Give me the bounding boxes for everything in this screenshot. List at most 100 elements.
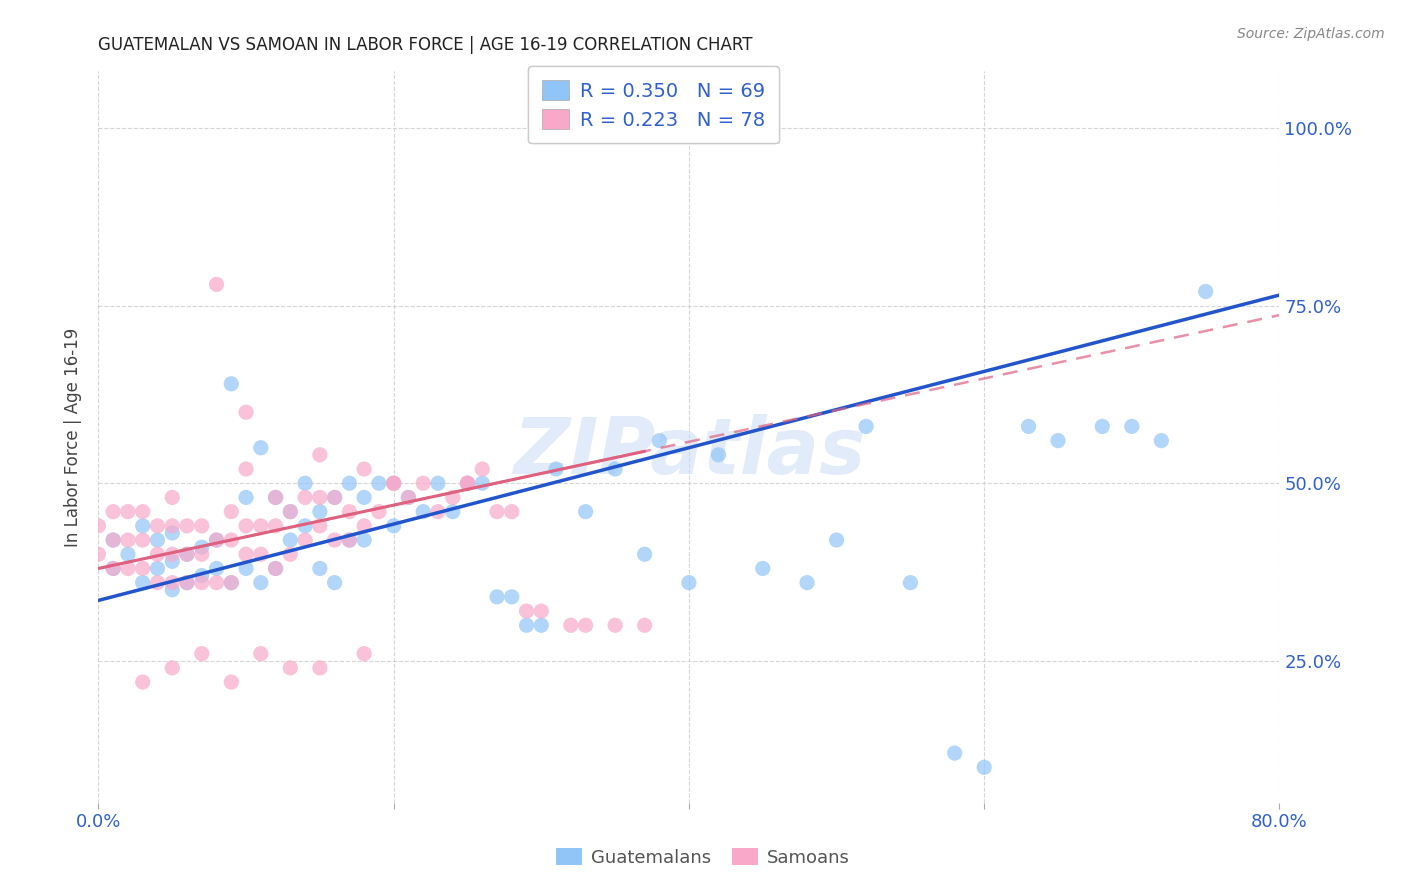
Point xyxy=(103,533,125,547)
Point xyxy=(162,519,183,533)
Point xyxy=(103,533,125,547)
Point xyxy=(191,647,214,661)
Point xyxy=(382,476,405,491)
Point xyxy=(176,547,198,561)
Point xyxy=(191,519,214,533)
Point xyxy=(235,462,257,476)
Point xyxy=(382,476,405,491)
Point xyxy=(353,647,375,661)
Point xyxy=(707,448,730,462)
Point xyxy=(264,561,287,575)
Point xyxy=(117,561,139,575)
Point xyxy=(191,568,214,582)
Point xyxy=(309,561,332,575)
Point xyxy=(162,547,183,561)
Point xyxy=(162,525,183,540)
Point xyxy=(574,618,596,632)
Point xyxy=(486,505,509,519)
Point xyxy=(176,519,198,533)
Point xyxy=(250,575,273,590)
Point xyxy=(219,376,242,391)
Point xyxy=(219,675,242,690)
Point xyxy=(87,519,110,533)
Point xyxy=(309,505,332,519)
Point xyxy=(205,575,228,590)
Point xyxy=(1046,434,1069,448)
Point xyxy=(412,476,434,491)
Point xyxy=(235,561,257,575)
Point xyxy=(117,533,139,547)
Point xyxy=(353,533,375,547)
Point xyxy=(501,590,523,604)
Point xyxy=(191,547,214,561)
Point xyxy=(309,519,332,533)
Point xyxy=(132,675,155,690)
Point xyxy=(678,575,700,590)
Point xyxy=(323,575,346,590)
Point xyxy=(368,505,391,519)
Point xyxy=(132,533,155,547)
Point xyxy=(382,476,405,491)
Point xyxy=(278,505,302,519)
Text: Source: ZipAtlas.com: Source: ZipAtlas.com xyxy=(1237,27,1385,41)
Point xyxy=(427,505,450,519)
Point xyxy=(205,277,228,292)
Point xyxy=(1091,419,1114,434)
Point xyxy=(605,462,627,476)
Point xyxy=(176,575,198,590)
Point xyxy=(219,505,242,519)
Point xyxy=(146,533,169,547)
Point xyxy=(574,505,596,519)
Point xyxy=(309,448,332,462)
Point xyxy=(471,476,494,491)
Point xyxy=(235,491,257,505)
Point xyxy=(162,554,183,568)
Point xyxy=(294,476,316,491)
Point xyxy=(146,575,169,590)
Point xyxy=(501,505,523,519)
Point xyxy=(205,533,228,547)
Point xyxy=(250,547,273,561)
Point xyxy=(486,590,509,604)
Point xyxy=(294,533,316,547)
Point xyxy=(456,476,478,491)
Point xyxy=(132,505,155,519)
Point xyxy=(633,547,655,561)
Point xyxy=(530,604,553,618)
Point xyxy=(1121,419,1143,434)
Point xyxy=(412,505,434,519)
Point xyxy=(396,491,419,505)
Point xyxy=(1150,434,1173,448)
Point xyxy=(605,618,627,632)
Point xyxy=(146,561,169,575)
Point xyxy=(648,434,671,448)
Point xyxy=(427,476,450,491)
Point xyxy=(382,519,405,533)
Point xyxy=(339,533,360,547)
Point xyxy=(205,561,228,575)
Point xyxy=(117,547,139,561)
Text: ZIPatlas: ZIPatlas xyxy=(513,414,865,490)
Point xyxy=(396,491,419,505)
Point xyxy=(353,462,375,476)
Point xyxy=(471,462,494,476)
Point xyxy=(530,618,553,632)
Point xyxy=(456,476,478,491)
Point xyxy=(219,533,242,547)
Point xyxy=(162,575,183,590)
Point xyxy=(278,505,302,519)
Point xyxy=(146,547,169,561)
Point xyxy=(250,647,273,661)
Point xyxy=(323,533,346,547)
Point xyxy=(900,575,922,590)
Point xyxy=(264,491,287,505)
Y-axis label: In Labor Force | Age 16-19: In Labor Force | Age 16-19 xyxy=(65,327,83,547)
Point xyxy=(235,519,257,533)
Point xyxy=(323,491,346,505)
Point xyxy=(205,533,228,547)
Point xyxy=(162,491,183,505)
Point xyxy=(973,760,995,774)
Point xyxy=(353,491,375,505)
Point xyxy=(235,547,257,561)
Point xyxy=(132,575,155,590)
